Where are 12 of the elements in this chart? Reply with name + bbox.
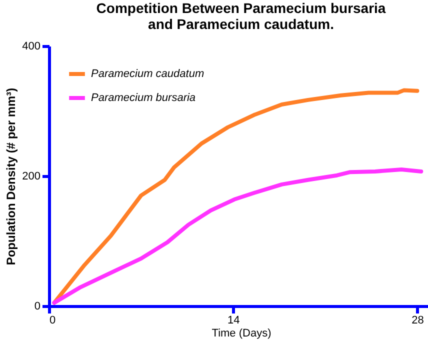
legend-label: Paramecium bursaria	[91, 92, 196, 104]
line-series	[52, 168, 424, 305]
x-tick-label: 0	[50, 314, 56, 326]
y-tick-label: 200	[22, 170, 40, 182]
y-axis-title: Population Density (# per mm³)	[4, 88, 18, 266]
x-tick-label: 14	[227, 314, 240, 326]
y-tick-label: 0	[34, 300, 40, 312]
y-tick-label: 400	[22, 40, 40, 52]
chart-title: Competition Between Paramecium bursaria and Paramecium caudatum.	[96, 0, 386, 32]
x-tick-label: 28	[412, 314, 424, 326]
legend-label: Paramecium caudatum	[91, 68, 204, 80]
x-axis-title: Time (Days)	[212, 328, 272, 340]
